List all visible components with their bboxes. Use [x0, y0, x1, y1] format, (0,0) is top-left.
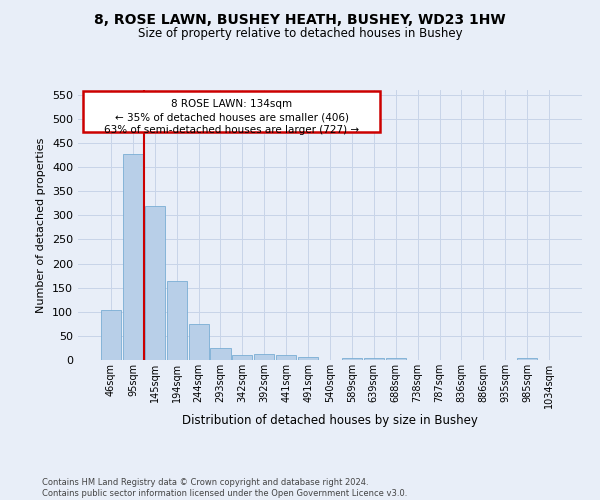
Bar: [276, 354, 296, 360]
X-axis label: Distribution of detached houses by size in Bushey: Distribution of detached houses by size …: [182, 414, 478, 426]
Bar: [254, 354, 274, 360]
Bar: [364, 358, 384, 360]
Bar: [145, 206, 165, 360]
Text: 63% of semi-detached houses are larger (727) →: 63% of semi-detached houses are larger (…: [104, 126, 359, 136]
Bar: [167, 282, 187, 360]
Text: Size of property relative to detached houses in Bushey: Size of property relative to detached ho…: [137, 28, 463, 40]
Text: ← 35% of detached houses are smaller (406): ← 35% of detached houses are smaller (40…: [115, 112, 349, 122]
Y-axis label: Number of detached properties: Number of detached properties: [37, 138, 46, 312]
Bar: [517, 358, 537, 360]
Bar: [188, 324, 209, 360]
Bar: [232, 354, 253, 360]
Bar: [101, 310, 121, 360]
Bar: [211, 348, 230, 360]
Text: 8, ROSE LAWN, BUSHEY HEATH, BUSHEY, WD23 1HW: 8, ROSE LAWN, BUSHEY HEATH, BUSHEY, WD23…: [94, 12, 506, 26]
Bar: [298, 356, 318, 360]
FancyBboxPatch shape: [83, 92, 380, 132]
Bar: [386, 358, 406, 360]
Text: 8 ROSE LAWN: 134sqm: 8 ROSE LAWN: 134sqm: [171, 100, 292, 110]
Bar: [342, 358, 362, 360]
Bar: [123, 154, 143, 360]
Text: Contains HM Land Registry data © Crown copyright and database right 2024.
Contai: Contains HM Land Registry data © Crown c…: [42, 478, 407, 498]
